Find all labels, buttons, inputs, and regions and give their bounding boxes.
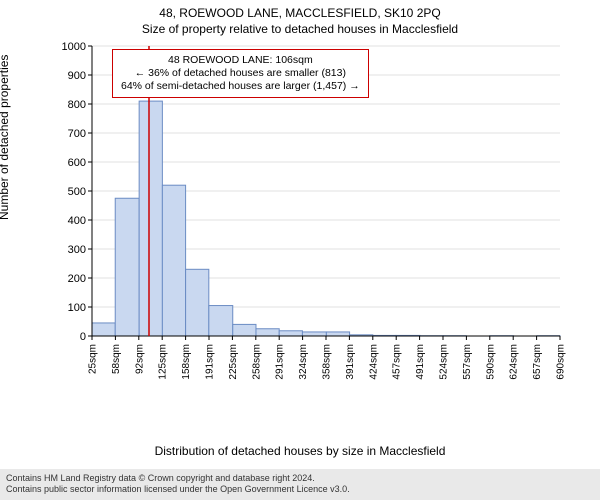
- footer-line-2: Contains public sector information licen…: [6, 484, 594, 496]
- svg-text:324sqm: 324sqm: [298, 344, 309, 380]
- svg-text:557sqm: 557sqm: [462, 344, 473, 380]
- svg-text:391sqm: 391sqm: [345, 344, 356, 380]
- svg-text:600: 600: [68, 157, 86, 169]
- histogram-bar: [326, 332, 349, 336]
- svg-text:358sqm: 358sqm: [322, 344, 333, 380]
- svg-text:225sqm: 225sqm: [228, 344, 239, 380]
- svg-text:900: 900: [68, 70, 86, 82]
- svg-text:125sqm: 125sqm: [158, 344, 169, 380]
- histogram-bar: [233, 324, 256, 336]
- histogram-bar: [92, 323, 115, 336]
- page-title: 48, ROEWOOD LANE, MACCLESFIELD, SK10 2PQ: [0, 0, 600, 20]
- svg-text:424sqm: 424sqm: [368, 344, 379, 380]
- svg-text:800: 800: [68, 99, 86, 111]
- svg-text:258sqm: 258sqm: [251, 344, 262, 380]
- info-line-1: 48 ROEWOOD LANE: 106sqm: [121, 54, 360, 67]
- svg-text:500: 500: [68, 186, 86, 198]
- info-box: 48 ROEWOOD LANE: 106sqm ← 36% of detache…: [112, 49, 369, 98]
- svg-text:457sqm: 457sqm: [392, 344, 403, 380]
- histogram-bar: [279, 331, 302, 336]
- histogram-bar: [209, 306, 233, 336]
- histogram-bar: [115, 198, 139, 336]
- svg-text:590sqm: 590sqm: [485, 344, 496, 380]
- svg-text:92sqm: 92sqm: [134, 344, 145, 374]
- svg-text:400: 400: [68, 215, 86, 227]
- svg-text:200: 200: [68, 273, 86, 285]
- histogram-bar: [139, 101, 162, 336]
- svg-text:690sqm: 690sqm: [556, 344, 567, 380]
- svg-text:0: 0: [80, 331, 86, 343]
- svg-text:657sqm: 657sqm: [532, 344, 543, 380]
- svg-text:524sqm: 524sqm: [439, 344, 450, 380]
- footer: Contains HM Land Registry data © Crown c…: [0, 469, 600, 500]
- info-line-2: ← 36% of detached houses are smaller (81…: [121, 67, 360, 80]
- histogram-bar: [256, 329, 279, 336]
- svg-text:491sqm: 491sqm: [415, 344, 426, 380]
- svg-text:58sqm: 58sqm: [111, 344, 122, 374]
- info-line-3: 64% of semi-detached houses are larger (…: [121, 80, 360, 93]
- footer-line-1: Contains HM Land Registry data © Crown c…: [6, 473, 594, 485]
- svg-text:191sqm: 191sqm: [205, 344, 216, 380]
- x-axis-label: Distribution of detached houses by size …: [0, 444, 600, 458]
- svg-text:1000: 1000: [62, 41, 86, 53]
- svg-text:700: 700: [68, 128, 86, 140]
- chart-subtitle: Size of property relative to detached ho…: [0, 20, 600, 36]
- histogram-bar: [302, 332, 326, 336]
- svg-text:300: 300: [68, 244, 86, 256]
- svg-text:25sqm: 25sqm: [88, 344, 99, 374]
- histogram-bar: [162, 185, 185, 336]
- svg-text:291sqm: 291sqm: [275, 344, 286, 380]
- histogram-bar: [186, 269, 209, 336]
- svg-text:624sqm: 624sqm: [509, 344, 520, 380]
- svg-text:100: 100: [68, 302, 86, 314]
- svg-text:158sqm: 158sqm: [181, 344, 192, 380]
- y-axis-label: Number of detached properties: [0, 55, 11, 220]
